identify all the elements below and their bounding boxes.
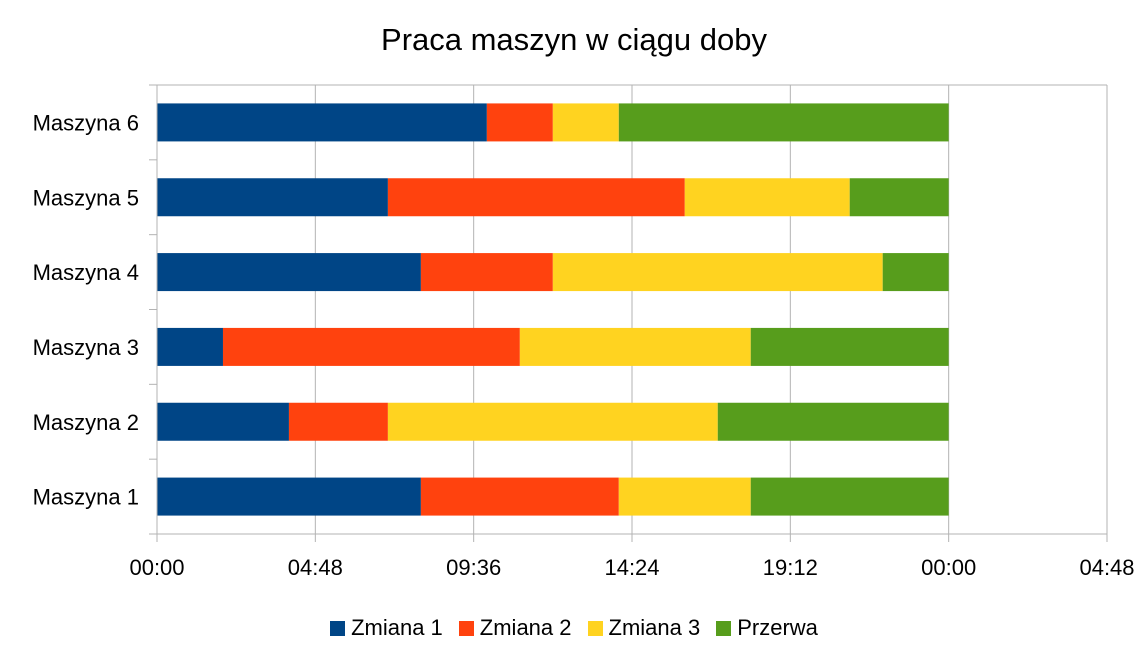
legend-swatch xyxy=(587,620,603,636)
legend-label: Zmiana 3 xyxy=(608,615,701,640)
bar-zmiana-3 xyxy=(387,402,718,441)
bar-zmiana-3 xyxy=(618,477,751,516)
x-tick-label: 00:00 xyxy=(129,555,184,580)
legend-swatch xyxy=(458,620,474,636)
x-tick-label: 14:24 xyxy=(604,555,659,580)
bar-zmiana-2 xyxy=(420,253,553,292)
bar-zmiana-2 xyxy=(222,327,520,366)
bar-zmiana-1 xyxy=(157,327,223,366)
y-tick-label: Maszyna 6 xyxy=(33,110,139,135)
x-tick-label: 04:48 xyxy=(288,555,343,580)
x-tick-label: 04:48 xyxy=(1079,555,1134,580)
legend: Zmiana 1 Zmiana 2 Zmiana 3 Przerwa xyxy=(0,615,1148,641)
legend-item: Zmiana 3 xyxy=(587,615,701,641)
legend-label: Zmiana 1 xyxy=(351,615,443,640)
bar-zmiana-1 xyxy=(157,402,289,441)
bar-zmiana-3 xyxy=(552,253,883,292)
bar-przerwa xyxy=(750,477,949,516)
bar-przerwa xyxy=(750,327,949,366)
legend-item: Przerwa xyxy=(716,615,818,641)
legend-item: Zmiana 2 xyxy=(458,615,572,641)
bar-zmiana-1 xyxy=(157,253,421,292)
y-tick-label: Maszyna 5 xyxy=(33,185,139,210)
y-tick-label: Maszyna 4 xyxy=(33,260,139,285)
x-tick-label: 19:12 xyxy=(763,555,818,580)
bar-zmiana-1 xyxy=(157,103,487,142)
bar-zmiana-2 xyxy=(486,103,553,142)
legend-item: Zmiana 1 xyxy=(330,615,443,641)
x-tick-label: 09:36 xyxy=(446,555,501,580)
bar-zmiana-2 xyxy=(387,178,685,217)
y-tick-label: Maszyna 2 xyxy=(33,410,139,435)
bar-zmiana-2 xyxy=(288,402,388,441)
legend-swatch xyxy=(330,620,346,636)
chart-title: Praca maszyn w ciągu doby xyxy=(381,22,767,57)
bar-zmiana-3 xyxy=(519,327,751,366)
bar-zmiana-1 xyxy=(157,178,388,217)
bar-przerwa xyxy=(849,178,949,217)
bar-przerwa xyxy=(618,103,949,142)
bar-przerwa xyxy=(717,402,949,441)
legend-label: Przerwa xyxy=(737,615,818,640)
y-tick-label: Maszyna 1 xyxy=(33,485,139,510)
bar-zmiana-2 xyxy=(420,477,619,516)
bar-zmiana-3 xyxy=(684,178,850,217)
x-tick-label: 00:00 xyxy=(921,555,976,580)
bar-przerwa xyxy=(882,253,949,292)
bar-zmiana-3 xyxy=(552,103,619,142)
legend-swatch xyxy=(716,620,732,636)
y-tick-label: Maszyna 3 xyxy=(33,335,139,360)
legend-label: Zmiana 2 xyxy=(479,615,572,640)
bar-zmiana-1 xyxy=(157,477,421,516)
